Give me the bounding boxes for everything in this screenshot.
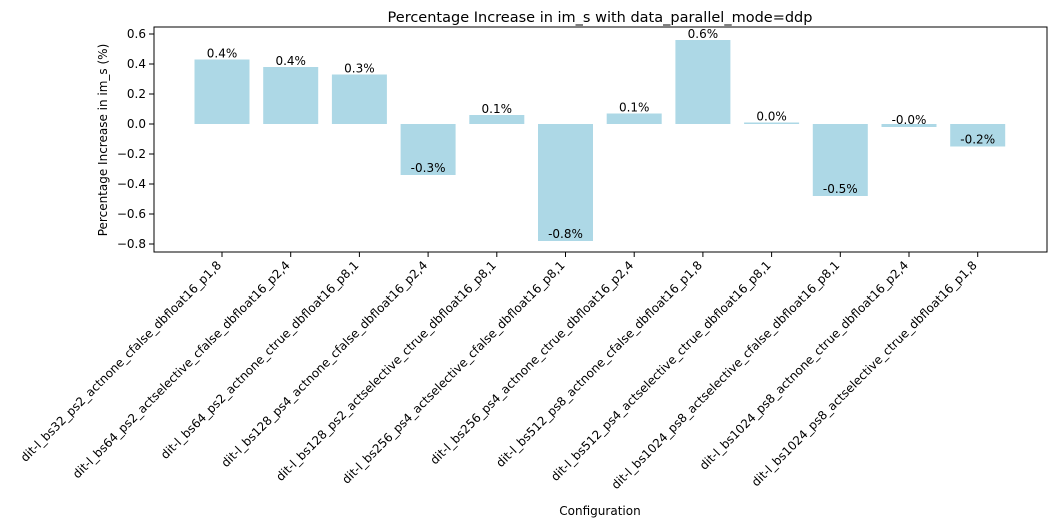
data-label: 0.1% [482,102,513,116]
plot-frame [153,26,1048,253]
bar [400,124,456,175]
bar [744,122,800,124]
y-tick-label: −0.2 [117,147,146,161]
y-axis: 0.6 0.4 0.2 0.0 −0.2 −0.4 −0.6 −0.8 [117,27,154,251]
x-axis: dit-l_bs32_ps2_actnone_cfalse_dbfloat16_… [18,252,980,492]
data-label: 0.4% [275,54,306,68]
data-label: 0.1% [619,101,650,115]
bar [469,115,525,124]
bar [950,124,1006,147]
y-tick-label: 0.2 [127,87,146,101]
data-label: -0.2% [960,133,995,147]
bar [606,113,662,124]
bar [263,67,319,124]
bar [194,59,250,124]
data-label: -0.0% [892,113,927,127]
y-tick-label: 0.4 [127,57,146,71]
data-label: -0.3% [411,161,446,175]
data-labels-group: 0.4% 0.4% 0.3% -0.3% 0.1% -0.8% 0.1% 0.6% 0.0% -0… [207,27,995,241]
bar [812,124,868,196]
y-tick-label: 0.0 [127,117,146,131]
bar [675,40,731,124]
data-label: 0.4% [207,47,238,61]
x-tick-label: dit-l_bs1024_ps8_actselective_ctrue_dbfl… [749,258,980,489]
data-label: -0.8% [548,227,583,241]
data-label: -0.5% [823,182,858,196]
data-label: 0.3% [344,62,375,76]
y-tick-label: −0.4 [117,177,146,191]
y-tick-label: −0.8 [117,237,146,251]
y-tick-label: 0.6 [127,27,146,41]
data-label: 0.0% [756,110,787,124]
x-tick-label: dit-l_bs1024_ps8_actselective_cfalse_dbf… [609,258,843,492]
y-axis-label: Percentage Increase in im_s (%) [96,44,110,237]
bar [331,74,387,124]
x-axis-label: Configuration [559,504,640,518]
bars-group [194,40,1006,241]
chart-title: Percentage Increase in im_s with data_pa… [388,10,813,26]
y-tick-label: −0.6 [117,207,146,221]
data-label: 0.6% [688,27,719,41]
bar [538,124,593,241]
bar [881,124,937,127]
